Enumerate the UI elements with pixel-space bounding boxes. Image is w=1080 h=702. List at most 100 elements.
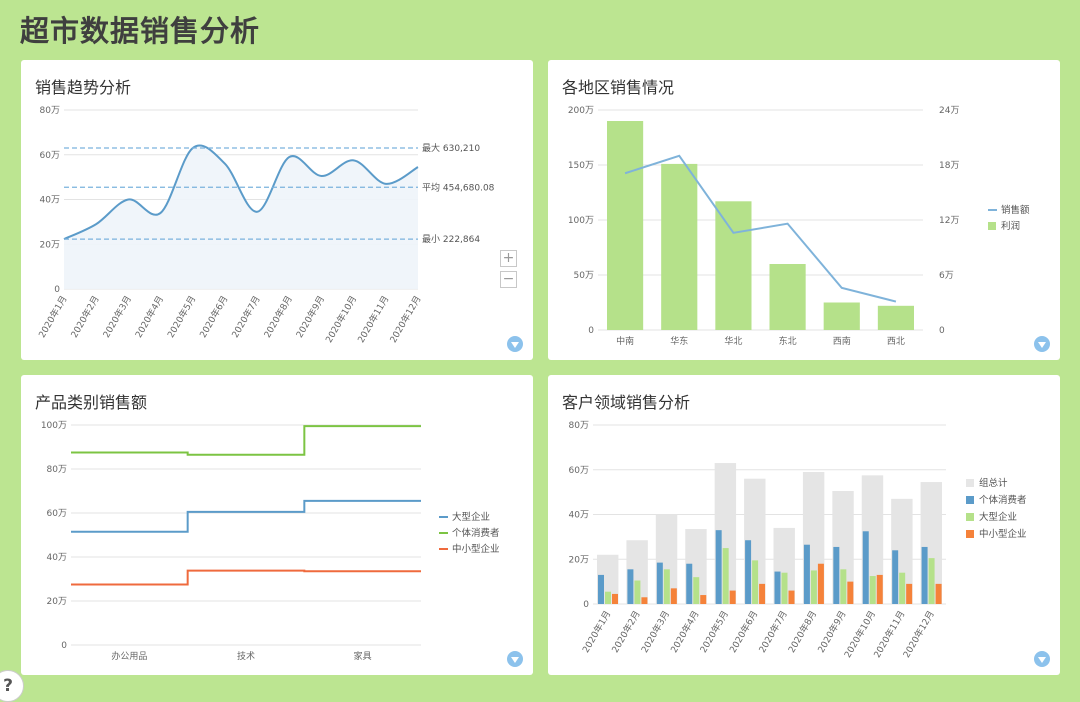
zoom-out-button[interactable]: − xyxy=(500,271,517,288)
x-tick-label: 2020年5月 xyxy=(697,609,731,655)
customer-segment-bar xyxy=(656,562,663,604)
customer-segment-bar xyxy=(605,591,611,604)
x-tick-label: 2020年2月 xyxy=(68,294,102,340)
customer-segment-bar xyxy=(634,580,641,604)
customer-segment-bar xyxy=(847,581,854,604)
x-tick-label: 2020年8月 xyxy=(261,294,295,340)
region-profit-bar xyxy=(607,121,644,330)
x-tick-label: 华北 xyxy=(724,335,742,347)
x-tick-label: 2020年12月 xyxy=(387,294,424,345)
question-mark-icon: ? xyxy=(3,676,13,696)
plus-icon: + xyxy=(502,250,515,266)
page-title: 超市数据销售分析 xyxy=(20,14,261,48)
customer-segment-bar xyxy=(715,530,722,604)
x-tick-label: 技术 xyxy=(237,650,255,662)
x-tick-label: 2020年6月 xyxy=(727,609,761,655)
region-profit-bar xyxy=(769,264,806,330)
customer-segment-bar xyxy=(729,590,736,604)
filter-funnel-icon xyxy=(511,656,519,663)
customer-segment-bar xyxy=(840,569,847,604)
customer-segment-bar xyxy=(921,546,928,604)
region-sales-line xyxy=(624,154,897,303)
customer-segment-bar xyxy=(598,574,604,604)
zoom-in-button[interactable]: + xyxy=(500,250,517,267)
filter-funnel-icon xyxy=(1038,341,1046,348)
region-profit-bar xyxy=(823,302,860,330)
customer-segment-bar xyxy=(928,558,935,604)
x-tick-label: 2020年6月 xyxy=(197,294,231,340)
customer-segment-bar xyxy=(892,550,899,604)
product-category-title: 产品类别销售额 xyxy=(35,393,148,412)
customer-segment-bar xyxy=(817,563,824,604)
legend-label: 中小型企业 xyxy=(452,543,500,555)
y2-tick-label: 6万 xyxy=(939,271,954,281)
region-profit-bar xyxy=(661,163,698,330)
filter-button[interactable] xyxy=(507,336,523,352)
customer-segment-bar xyxy=(752,560,759,604)
legend-label: 大型企业 xyxy=(452,511,490,523)
y-tick-label: 200万 xyxy=(568,106,594,116)
customer-segment-bar xyxy=(745,540,752,604)
minus-icon: − xyxy=(502,271,515,287)
customer-segment-bar xyxy=(686,563,693,604)
customer-segment-title: 客户领域销售分析 xyxy=(562,393,691,412)
customer-segment-bar xyxy=(906,583,913,604)
y2-tick-label: 12万 xyxy=(939,216,959,226)
filter-button[interactable] xyxy=(1034,651,1050,667)
x-tick-label: 东北 xyxy=(779,335,797,347)
y2-tick-label: 18万 xyxy=(939,161,959,171)
x-tick-label: 2020年3月 xyxy=(638,609,672,655)
legend-label: 销售额 xyxy=(1001,204,1030,216)
x-tick-label: 西北 xyxy=(887,336,905,347)
x-tick-label: 2020年3月 xyxy=(100,294,134,340)
customer-segment-bar xyxy=(693,577,700,604)
filter-button[interactable] xyxy=(507,651,523,667)
customer-segment-bar xyxy=(663,569,670,604)
customer-segment-bar xyxy=(759,583,766,604)
y-tick-label: 60万 xyxy=(569,466,589,476)
y-tick-label: 40万 xyxy=(569,511,589,521)
sales-trend-title: 销售趋势分析 xyxy=(35,78,132,97)
region-sales-card: 各地区销售情况 0 50万 100万 150万 200万 0 6万 12万 18万 24万 中南 华东… xyxy=(548,60,1060,360)
legend-marker xyxy=(966,496,974,504)
y-tick-label: 0 xyxy=(583,600,589,610)
customer-segment-bar xyxy=(935,583,942,604)
legend-bar-marker xyxy=(988,222,996,230)
y-tick-label: 100万 xyxy=(41,421,67,431)
reference-line-label: 平均 454,680.08 xyxy=(422,181,495,193)
legend-label: 个体消费者 xyxy=(979,494,1027,506)
customer-segment-bar xyxy=(722,548,729,604)
filter-button[interactable] xyxy=(1034,336,1050,352)
reference-line-label: 最小 222,864 xyxy=(422,234,480,245)
x-tick-label: 2020年4月 xyxy=(132,294,166,340)
y2-tick-label: 24万 xyxy=(939,106,959,116)
x-tick-label: 2020年7月 xyxy=(756,609,790,655)
customer-segment-bar xyxy=(899,572,906,604)
customer-segment-bar xyxy=(869,576,876,604)
y-tick-label: 80万 xyxy=(40,106,60,116)
customer-segment-bar xyxy=(803,544,810,604)
y-tick-label: 0 xyxy=(61,641,67,651)
region-profit-bar xyxy=(715,201,752,330)
y-tick-label: 60万 xyxy=(40,151,60,161)
sales-trend-card: 销售趋势分析 0 20万 40万 60万 80万 最大 630,210 平均 454,680… xyxy=(21,60,533,360)
region-sales-title: 各地区销售情况 xyxy=(562,78,675,97)
trend-line xyxy=(63,144,419,241)
x-tick-label: 华东 xyxy=(670,335,688,347)
customer-segment-bar xyxy=(670,588,677,604)
customer-segment-bar xyxy=(641,597,648,604)
x-tick-label: 2020年8月 xyxy=(786,609,820,655)
x-tick-label: 2020年2月 xyxy=(609,609,643,655)
legend-label: 大型企业 xyxy=(979,511,1017,523)
y-tick-label: 0 xyxy=(588,326,594,336)
customer-segment-bar xyxy=(788,590,795,604)
category-step-line xyxy=(71,425,421,456)
y-tick-label: 80万 xyxy=(569,421,589,431)
legend-marker xyxy=(966,513,974,521)
y-tick-label: 80万 xyxy=(47,465,67,475)
region-profit-bar xyxy=(877,305,914,330)
x-tick-label: 2020年1月 xyxy=(36,294,70,340)
category-step-line xyxy=(71,499,421,533)
